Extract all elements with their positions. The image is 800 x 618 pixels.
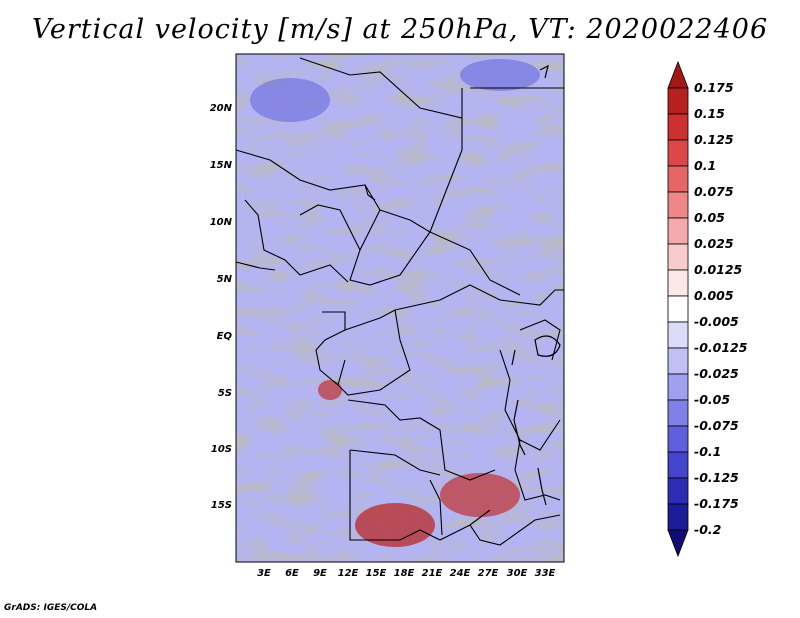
colorbar-swatch <box>667 451 689 479</box>
lon-tick-label: 6E <box>285 568 299 579</box>
lon-tick-label: 12E <box>337 568 359 579</box>
lat-tick-label: 15N <box>209 160 232 171</box>
colorbar-label: 0.1 <box>694 158 717 173</box>
descent-patch <box>250 78 330 122</box>
lon-tick-label: 18E <box>393 568 415 579</box>
colorbar-swatch <box>667 529 689 558</box>
lon-tick-label: 27E <box>477 568 499 579</box>
colorbar-swatch <box>667 60 689 89</box>
vertical-velocity-field <box>235 53 565 563</box>
colorbar-label: 0.125 <box>694 132 734 147</box>
colorbar-label: 0.175 <box>694 80 734 95</box>
colorbar-label: -0.05 <box>694 392 731 407</box>
colorbar-swatch <box>667 425 689 453</box>
colorbar-label: -0.075 <box>694 418 739 433</box>
colorbar-label: -0.2 <box>694 522 722 537</box>
colorbar-label: -0.1 <box>694 444 722 459</box>
strong-ascent-patch <box>355 503 435 547</box>
colorbar-label: -0.175 <box>694 496 739 511</box>
colorbar-swatch <box>667 113 689 141</box>
colorbar-swatch <box>667 503 689 531</box>
country-borders <box>235 57 564 546</box>
strong-ascent-patch <box>318 380 342 400</box>
colorbar-label: 0.075 <box>694 184 734 199</box>
colorbar-swatch <box>667 269 689 297</box>
lat-tick-label: EQ <box>216 331 232 342</box>
colorbar-swatch <box>667 243 689 271</box>
lat-tick-label: 5S <box>217 388 232 399</box>
colorbar-label: -0.0125 <box>694 340 748 355</box>
strong-ascent-patch <box>440 473 520 517</box>
colorbar-swatch <box>667 87 689 115</box>
lon-tick-label: 15E <box>365 568 387 579</box>
colorbar-label: -0.025 <box>694 366 739 381</box>
colorbar-swatch <box>667 139 689 167</box>
colorbar-label: -0.125 <box>694 470 739 485</box>
colorbar-swatch <box>667 373 689 401</box>
lon-tick-label: 30E <box>506 568 528 579</box>
descent-patch <box>460 59 540 91</box>
lat-tick-label: 5N <box>216 274 232 285</box>
colorbar-label: -0.005 <box>694 314 739 329</box>
colorbar-swatch <box>667 477 689 505</box>
footer-credit: GrADS: IGES/COLA <box>4 603 98 613</box>
lon-tick-label: 24E <box>449 568 471 579</box>
map-frame <box>235 53 565 563</box>
colorbar-swatch <box>667 165 689 193</box>
lake-malawi <box>537 467 547 506</box>
colorbar-swatch <box>667 347 689 375</box>
colorbar-label: 0.0125 <box>694 262 743 277</box>
lat-tick-label: 20N <box>209 103 232 114</box>
colorbar-label: 0.005 <box>694 288 734 303</box>
lon-tick-label: 21E <box>421 568 443 579</box>
colorbar-label: 0.05 <box>694 210 725 225</box>
colorbar-swatch <box>667 399 689 427</box>
lake-victoria <box>534 335 561 357</box>
colorbar-label: 0.025 <box>694 236 734 251</box>
colorbar <box>667 60 689 558</box>
colorbar-swatch <box>667 295 689 323</box>
colorbar-swatch <box>667 191 689 219</box>
coastline-detail <box>539 64 549 79</box>
lat-tick-label: 15S <box>210 500 232 511</box>
colorbar-swatch <box>667 321 689 349</box>
lon-tick-label: 3E <box>257 568 271 579</box>
lon-tick-label: 9E <box>313 568 327 579</box>
lat-tick-label: 10S <box>210 444 232 455</box>
lon-tick-label: 33E <box>534 568 556 579</box>
colorbar-label: 0.15 <box>694 106 725 121</box>
chart-title: Vertical velocity [m/s] at 250hPa, VT: 2… <box>31 14 769 45</box>
lakes <box>511 64 561 506</box>
lake-albert <box>511 349 516 366</box>
colorbar-swatch <box>667 217 689 245</box>
lake-tanganyika <box>513 399 526 456</box>
lat-tick-label: 10N <box>209 217 232 228</box>
